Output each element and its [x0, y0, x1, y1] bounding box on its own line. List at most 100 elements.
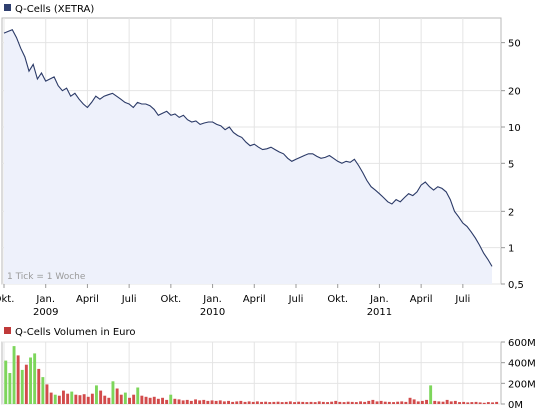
volume-bar: [189, 400, 193, 404]
volume-bar: [115, 388, 119, 404]
volume-bar: [12, 346, 16, 404]
volume-bar: [495, 401, 499, 404]
volume-bar: [293, 402, 296, 404]
volume-bar: [363, 401, 367, 404]
volume-bar: [140, 395, 144, 404]
price-x-tick-label: Okt.: [327, 294, 348, 305]
price-y-tick-label: 10: [508, 123, 521, 134]
price-y-tick-label: 20: [508, 87, 521, 98]
price-y-tick-label: 1: [508, 244, 514, 255]
price-x-tick-label: Okt.: [160, 294, 181, 305]
volume-bar: [474, 401, 478, 404]
volume-bar: [255, 401, 259, 404]
volume-bar: [404, 401, 408, 404]
volume-bar: [107, 397, 111, 404]
volume-y-axis: 600M 400M 200M 0M: [501, 338, 536, 410]
volume-bar: [119, 394, 123, 404]
volume-bar: [95, 385, 98, 404]
volume-bar: [445, 399, 449, 404]
volume-bar: [90, 393, 94, 404]
volume-bar: [429, 385, 433, 404]
volume-bar: [462, 401, 466, 404]
volume-bar: [288, 401, 292, 404]
volume-bar: [334, 400, 338, 404]
volume-bar: [437, 401, 441, 404]
volume-bar: [425, 399, 428, 404]
volume-bar: [132, 394, 136, 404]
volume-bar: [227, 400, 230, 404]
volume-bar: [297, 401, 301, 404]
volume-bar: [491, 402, 494, 404]
volume-bar: [478, 402, 482, 404]
volume-bar: [458, 402, 461, 404]
volume-bar: [20, 369, 24, 404]
volume-bar: [264, 401, 268, 404]
volume-bar: [482, 402, 486, 404]
volume-bar: [379, 400, 383, 404]
volume-bar: [276, 401, 280, 404]
volume-bar: [280, 402, 284, 404]
volume-bar: [412, 399, 416, 404]
volume-bar: [371, 399, 375, 404]
volume-y-tick-label: 400M: [508, 359, 536, 370]
volume-bar: [260, 401, 263, 404]
price-x-tick-label: Jan.: [35, 294, 55, 305]
volume-bar: [309, 401, 313, 404]
volume-bar: [177, 399, 181, 404]
volume-bar: [111, 381, 115, 404]
price-chart-title: Q-Cells (XETRA): [15, 4, 94, 15]
price-x-tick-label: April: [76, 294, 99, 305]
volume-bar: [144, 396, 148, 404]
volume-bar: [321, 401, 325, 404]
volume-bar: [210, 400, 214, 404]
volume-bar: [53, 394, 57, 404]
volume-bar: [326, 402, 329, 404]
volume-bar: [354, 402, 358, 404]
volume-bar: [103, 395, 107, 404]
volume-bar: [78, 395, 82, 404]
volume-bar: [486, 402, 490, 404]
volume-bar: [342, 402, 346, 404]
volume-bar: [156, 398, 160, 404]
volume-bar: [416, 401, 420, 404]
volume-bar: [74, 394, 78, 404]
volume-bar: [239, 400, 243, 404]
volume-bar: [99, 390, 103, 404]
volume-bar: [251, 401, 255, 404]
volume-bar: [49, 392, 53, 404]
volume-bar: [338, 401, 342, 404]
volume-bar: [33, 353, 37, 404]
volume-bar: [41, 377, 45, 404]
volume-bar: [466, 402, 470, 404]
volume-bar: [247, 401, 251, 404]
volume-bar: [346, 401, 350, 404]
price-area: [4, 29, 492, 285]
volume-bar: [301, 401, 305, 404]
volume-bar: [420, 400, 424, 404]
price-x-tick-label: Juli: [288, 294, 304, 305]
volume-bar: [222, 401, 226, 404]
volume-bar: [218, 400, 222, 404]
volume-bar: [392, 402, 395, 404]
volume-bar: [383, 401, 387, 404]
volume-bar: [441, 401, 445, 404]
volume-bar: [152, 396, 156, 404]
volume-bar: [305, 402, 309, 404]
volume-bar: [272, 401, 276, 404]
volume-bar: [350, 401, 354, 404]
price-x-year-label: 2011: [367, 307, 392, 318]
price-x-tick-label: Jan.: [369, 294, 389, 305]
volume-bar: [165, 399, 169, 404]
volume-bar: [231, 401, 235, 404]
volume-bar: [400, 401, 404, 404]
volume-bar: [367, 400, 371, 404]
volume-bar: [128, 397, 131, 404]
volume-bars: [4, 346, 499, 404]
volume-bar: [148, 397, 152, 404]
volume-bar: [396, 401, 400, 404]
volume-bar: [161, 397, 164, 404]
price-y-axis: 50 20 10 5 2 1 0,5: [501, 39, 524, 291]
volume-bar: [359, 401, 362, 404]
volume-bar: [57, 395, 61, 404]
volume-bar: [449, 401, 453, 404]
